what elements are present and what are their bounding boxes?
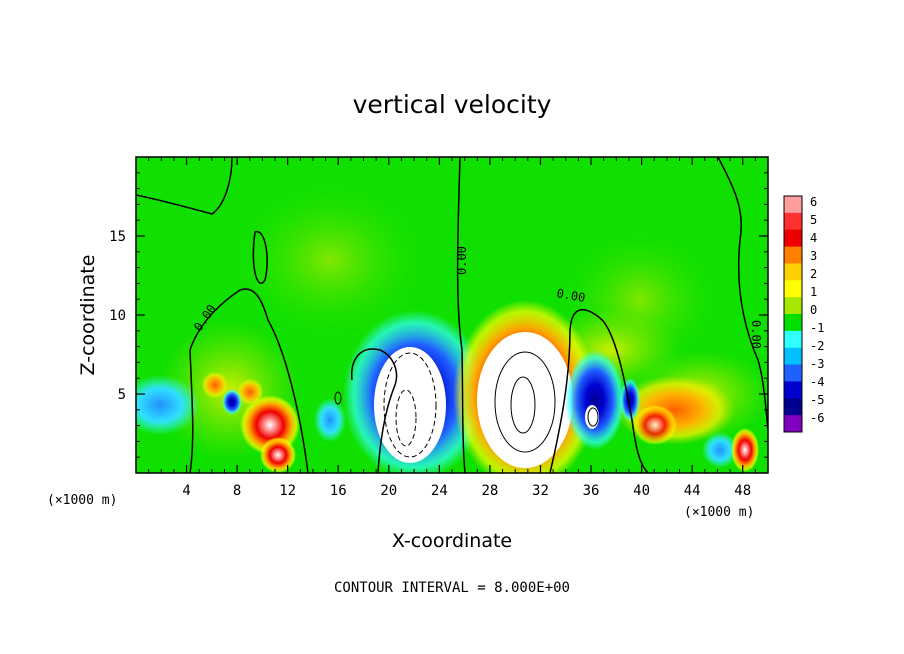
colorbar-label: -5 [810,393,824,407]
colorbar-swatch [784,381,802,399]
colorbar-label: 3 [810,249,817,263]
contour-label-3: 0.00 [555,286,586,305]
colorbar-swatch [784,246,802,264]
x-tick-label: 44 [684,483,701,499]
colorbar-swatch [784,364,802,382]
x-tick-label: 12 [279,483,296,499]
plot-field: 0.00 0.00 0.00 0.00 [136,157,768,473]
colorbar-label: -6 [810,411,824,425]
colorbar-label: -2 [810,339,824,353]
colorbar-label: -3 [810,357,824,371]
colorbar-label: -4 [810,375,824,389]
colorbar-swatch [784,330,802,349]
x-tick-label: 28 [481,483,498,499]
x-tick-label: 32 [532,483,549,499]
colorbar-label: 6 [810,195,817,209]
x-unit-left: (×1000 m) [47,493,117,508]
contour-label-4: 0.00 [749,320,763,349]
colorbar-label: 4 [810,231,817,245]
colorbar-swatch [784,297,802,315]
x-tick-label: 40 [633,483,650,499]
z-axis-ticks: 5 10 15 [109,172,768,458]
z-tick-label: 15 [109,229,126,245]
contour-label-1: 0.00 [455,246,469,275]
colorbar-label: 5 [810,213,817,227]
colorbar-swatch [784,347,802,366]
z-axis-label: Z-coordinate [77,255,99,376]
z-tick-label: 10 [109,308,126,324]
colorbar: 6 5 4 3 2 1 0 -1 -2 -3 -4 -5 -6 [783,195,824,433]
colorbar-label: 0 [810,303,817,317]
x-axis-label: X-coordinate [392,530,512,552]
x-axis-ticks: 4 8 12 16 20 24 28 32 36 40 44 48 [148,157,769,499]
x-unit-right: (×1000 m) [684,505,754,520]
x-tick-label: 48 [734,483,751,499]
colorbar-swatch [784,229,802,248]
chart-title: vertical velocity [353,90,552,119]
x-tick-label: 4 [182,483,190,499]
colorbar-swatch [784,280,802,298]
colorbar-label: 1 [810,285,817,299]
colorbar-swatch [784,314,802,332]
colorbar-label: 2 [810,267,817,281]
colorbar-swatch [784,263,802,281]
contour-interval-note: CONTOUR INTERVAL = 8.000E+00 [334,580,570,596]
colorbar-swatch [784,212,802,231]
colorbar-frame [783,195,803,433]
x-tick-label: 8 [233,483,241,499]
x-tick-label: 16 [330,483,347,499]
colorbar-label: -1 [810,321,824,335]
x-tick-label: 20 [380,483,397,499]
x-tick-label: 24 [431,483,448,499]
colorbar-swatch [784,398,802,416]
colorbar-swatch [784,415,802,433]
z-tick-label: 5 [118,387,126,403]
colorbar-swatch [784,196,802,214]
x-tick-label: 36 [583,483,600,499]
